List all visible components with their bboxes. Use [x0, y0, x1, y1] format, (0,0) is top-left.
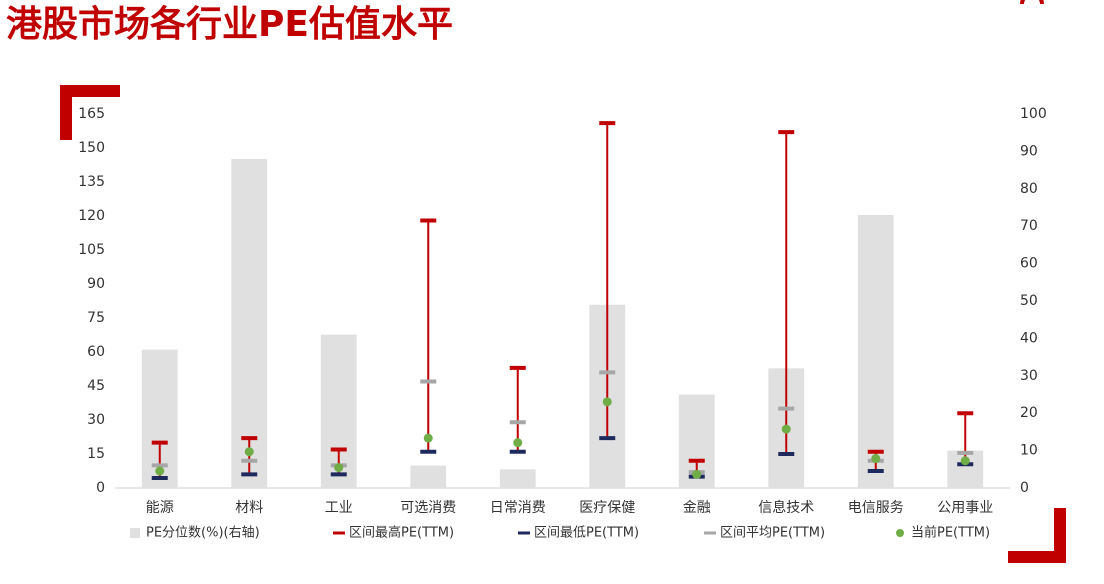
- y-tick-label: 30: [87, 412, 105, 428]
- corner-decoration: [60, 85, 120, 140]
- current-pe-dot: [781, 424, 791, 434]
- legend-label: 区间最低PE(TTM): [534, 526, 639, 541]
- y-tick-label: 75: [87, 310, 105, 326]
- y-tick-label: 165: [78, 106, 105, 122]
- legend-swatch: [896, 529, 904, 537]
- y2-tick-label: 90: [1020, 143, 1038, 159]
- current-pe-dot: [513, 438, 523, 448]
- legend-label: 当前PE(TTM): [911, 525, 990, 541]
- current-pe-dot: [423, 433, 433, 443]
- bar: [499, 469, 536, 488]
- logo: [1020, 0, 1044, 5]
- y2-tick-label: 10: [1020, 443, 1038, 459]
- x-tick-label: 工业: [325, 500, 353, 516]
- y2-tick-label: 30: [1020, 368, 1038, 384]
- y2-tick-label: 40: [1020, 330, 1038, 346]
- x-tick-label: 材料: [235, 500, 263, 516]
- legend-swatch: [130, 528, 140, 538]
- current-pe-dot: [244, 447, 254, 457]
- corner-decoration: [1008, 508, 1066, 563]
- bar: [231, 158, 268, 488]
- y2-tick-label: 100: [1020, 106, 1047, 122]
- x-tick-label: 医疗保健: [579, 500, 635, 516]
- y2-tick-label: 80: [1020, 181, 1038, 197]
- y2-tick-label: 70: [1020, 218, 1038, 234]
- y-tick-label: 90: [87, 276, 105, 292]
- legend-label: 区间平均PE(TTM): [720, 526, 825, 541]
- y2-tick-label: 50: [1020, 293, 1038, 309]
- legend-label: 区间最高PE(TTM): [349, 525, 454, 541]
- chart-title: 港股市场各行业PE估值水平: [6, 4, 453, 45]
- y-tick-label: 150: [78, 140, 105, 156]
- bar: [410, 465, 447, 488]
- y2-tick-label: 0: [1020, 480, 1029, 496]
- current-pe-dot: [602, 397, 612, 407]
- legend-label: PE分位数(%)(右轴): [146, 526, 260, 541]
- y-tick-label: 135: [78, 174, 105, 190]
- current-pe-dot: [960, 456, 970, 466]
- y-tick-label: 105: [78, 242, 105, 258]
- x-tick-label: 可选消费: [400, 500, 456, 516]
- y-tick-label: 15: [87, 446, 105, 462]
- y-tick-label: 60: [87, 344, 105, 360]
- x-tick-label: 电信服务: [848, 500, 904, 516]
- x-tick-label: 能源: [146, 500, 174, 516]
- current-pe-dot: [334, 463, 344, 473]
- current-pe-dot: [692, 469, 702, 479]
- y-tick-label: 45: [87, 378, 105, 394]
- bar: [857, 214, 894, 489]
- current-pe-dot: [155, 466, 165, 476]
- x-tick-label: 信息技术: [758, 499, 814, 516]
- y2-tick-label: 20: [1020, 405, 1038, 421]
- y2-tick-label: 60: [1020, 256, 1038, 272]
- x-tick-label: 日常消费: [490, 500, 546, 516]
- y-tick-label: 0: [96, 480, 105, 496]
- x-tick-label: 金融: [683, 500, 711, 516]
- current-pe-dot: [871, 454, 881, 464]
- x-tick-label: 公用事业: [937, 500, 993, 516]
- y-tick-label: 120: [78, 208, 105, 224]
